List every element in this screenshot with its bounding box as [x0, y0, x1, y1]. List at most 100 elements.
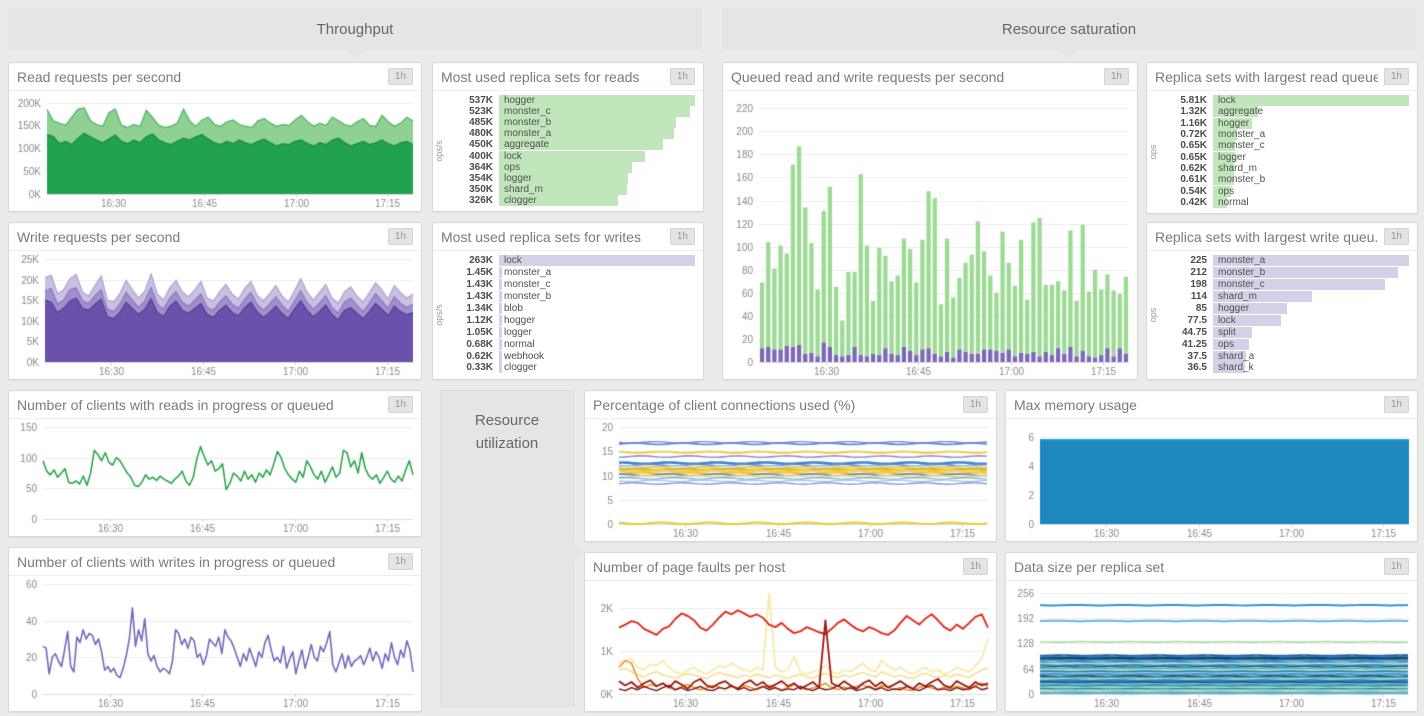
list-item[interactable]: 0.61K monster_b [1163, 174, 1409, 186]
list-item[interactable]: 37.5 shard_a [1163, 350, 1409, 362]
list-item[interactable]: 400K lock [449, 150, 695, 162]
list-item[interactable]: 114 shard_m [1163, 291, 1409, 303]
timeframe-badge[interactable]: 1h [387, 396, 413, 413]
list-item[interactable]: 0.54K ops [1163, 185, 1409, 197]
write-requests-chart[interactable] [9, 251, 421, 379]
list-item[interactable]: 350K shard_m [449, 183, 695, 195]
item-bar [499, 139, 664, 151]
panel-header: Replica sets with largest write queu... … [1147, 223, 1417, 251]
panel-header: Replica sets with largest read queues 1h [1147, 63, 1417, 91]
item-value: 480K [469, 128, 493, 140]
list-item[interactable]: 225 monster_a [1163, 255, 1409, 267]
item-label: hogger [504, 95, 536, 107]
list-item[interactable]: 537K hogger [449, 95, 695, 107]
list-item[interactable]: 480K monster_a [449, 128, 695, 140]
timeframe-badge[interactable]: 1h [387, 68, 413, 85]
list-item[interactable]: 0.65K monster_c [1163, 140, 1409, 152]
list-item[interactable]: 0.72K monster_a [1163, 129, 1409, 141]
page-faults-chart[interactable] [585, 581, 996, 711]
list-item[interactable]: 263K lock [449, 255, 695, 267]
item-label: normal [504, 338, 535, 350]
list-item[interactable]: 0.62K shard_m [1163, 162, 1409, 174]
queued-requests-chart[interactable] [723, 91, 1137, 379]
item-value: 0.62K [1180, 162, 1207, 174]
list-item[interactable]: 36.5 shard_k [1163, 362, 1409, 374]
list-item[interactable]: 1.16K hogger [1163, 117, 1409, 129]
list-item[interactable]: 0.42K normal [1163, 196, 1409, 208]
timeframe-badge[interactable]: 1h [1383, 228, 1409, 245]
item-bar-track: normal [1213, 196, 1409, 208]
max-memory-chart[interactable] [1006, 419, 1417, 541]
timeframe-badge[interactable]: 1h [387, 228, 413, 245]
list-item[interactable]: 1.34K blob [449, 303, 695, 314]
list-item[interactable]: 1.05K logger [449, 326, 695, 338]
item-value: 326K [469, 194, 493, 206]
bar-list-body: ops/s 537K hogger 523K monster_c 485K monster… [433, 91, 703, 210]
resource-utilization-label-box: Resource utilization [440, 390, 582, 707]
item-value: 1.16K [1180, 117, 1207, 129]
timeframe-badge[interactable]: 1h [1383, 68, 1409, 85]
replica-bar-list: 263K lock 1.45K monster_a 1.43K monster_c 1.43… [449, 255, 695, 374]
item-label: shard_m [1218, 291, 1257, 303]
timeframe-badge[interactable]: 1h [669, 228, 695, 245]
item-label: hogger [504, 314, 536, 326]
list-item[interactable]: 1.43K monster_b [449, 291, 695, 303]
list-item[interactable]: 0.33K clogger [449, 362, 695, 374]
list-item[interactable]: 0.68K normal [449, 338, 695, 350]
item-bar [499, 128, 675, 140]
y-axis-unit-label: ops/s [434, 303, 444, 326]
list-item[interactable]: 326K clogger [449, 194, 695, 206]
list-item[interactable]: 354K logger [449, 172, 695, 184]
resource-utilization-line2: utilization [475, 435, 539, 453]
panel-title: Read requests per second [17, 68, 182, 85]
list-item[interactable]: 212 monster_b [1163, 267, 1409, 279]
list-item[interactable]: 77.5 lock [1163, 314, 1409, 326]
list-item[interactable]: 85 hogger [1163, 303, 1409, 314]
data-size-chart[interactable] [1006, 581, 1417, 711]
timeframe-badge[interactable]: 1h [962, 558, 988, 575]
list-item[interactable]: 0.65K logger [1163, 151, 1409, 163]
item-bar [499, 106, 690, 118]
bar-list-body: ops 5.81K lock 1.32K aggregate 1.16K hogger 0.… [1147, 91, 1417, 212]
item-label: lock [504, 150, 522, 162]
list-item[interactable]: 523K monster_c [449, 106, 695, 118]
list-item[interactable]: 450K aggregate [449, 139, 695, 151]
clients-writes-chart[interactable] [9, 576, 421, 711]
item-bar-track: ops [499, 161, 695, 173]
item-label: lock [1218, 95, 1236, 107]
list-item[interactable]: 1.12K hogger [449, 314, 695, 326]
item-label: monster_a [504, 128, 552, 140]
item-value: 263K [469, 255, 493, 267]
list-item[interactable]: 1.43K monster_c [449, 279, 695, 291]
list-item[interactable]: 1.45K monster_a [449, 267, 695, 279]
item-label: monster_b [504, 291, 552, 303]
item-label: blob [504, 303, 523, 314]
item-label: monster_b [1218, 174, 1266, 186]
panel-header: Max memory usage 1h [1006, 391, 1417, 419]
list-item[interactable]: 1.32K aggregate [1163, 106, 1409, 118]
timeframe-badge[interactable]: 1h [387, 553, 413, 570]
timeframe-badge[interactable]: 1h [1383, 558, 1409, 575]
timeframe-badge[interactable]: 1h [1103, 68, 1129, 85]
timeframe-badge[interactable]: 1h [669, 68, 695, 85]
item-value: 114 [1190, 291, 1207, 303]
list-item[interactable]: 0.62K webhook [449, 350, 695, 362]
list-item[interactable]: 5.81K lock [1163, 95, 1409, 107]
clients-reads-chart[interactable] [9, 419, 421, 536]
list-item[interactable]: 41.25 ops [1163, 338, 1409, 350]
list-item[interactable]: 485K monster_b [449, 117, 695, 129]
item-value: 85 [1195, 303, 1207, 314]
list-item[interactable]: 364K ops [449, 161, 695, 173]
panel-title: Data size per replica set [1014, 558, 1165, 575]
list-item[interactable]: 44.75 split [1163, 326, 1409, 338]
item-bar-track: lock [1213, 314, 1409, 326]
item-bar-track: hogger [1213, 303, 1409, 314]
timeframe-badge[interactable]: 1h [1383, 396, 1409, 413]
item-bar [499, 350, 502, 362]
list-item[interactable]: 198 monster_c [1163, 279, 1409, 291]
read-requests-chart[interactable] [9, 91, 421, 211]
client-connections-chart[interactable] [585, 419, 996, 541]
group-header-notch [1060, 50, 1078, 59]
panel-header: Write requests per second 1h [9, 223, 421, 251]
timeframe-badge[interactable]: 1h [962, 396, 988, 413]
